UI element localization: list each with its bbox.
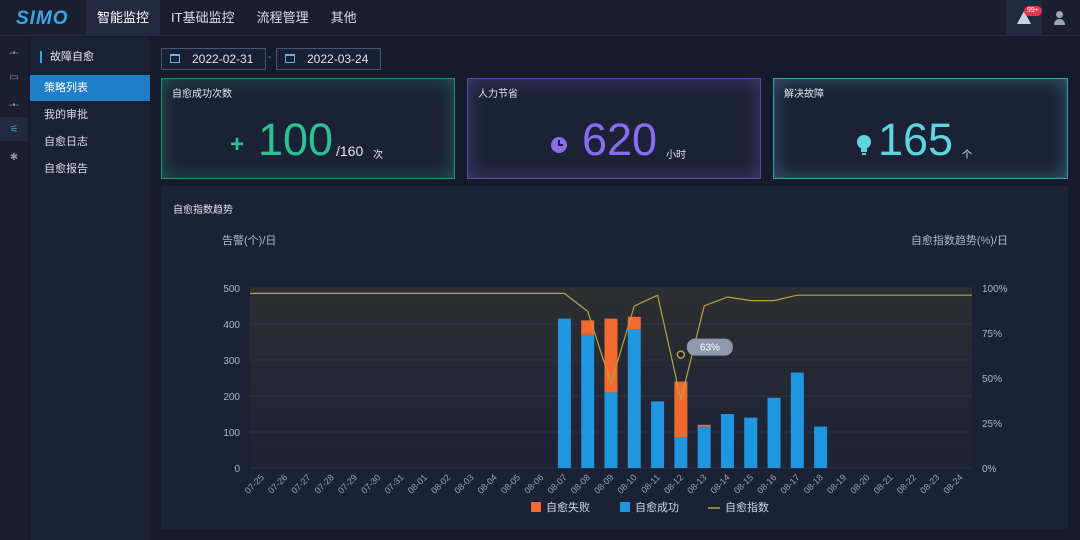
- side-item-my-approval[interactable]: 我的审批: [44, 109, 88, 121]
- plus-icon: +: [230, 131, 245, 158]
- nav-line-icon[interactable]: -•-: [8, 99, 20, 111]
- calendar-icon: [170, 54, 180, 63]
- card-title: 人力节省: [478, 89, 518, 100]
- side-menu: 故障自愈 策略列表 我的审批 自愈日志 自愈报告: [30, 37, 150, 540]
- end-date-picker[interactable]: 2022-03-24: [276, 48, 381, 70]
- stat-card-manpower: 人力节省 620 小时: [467, 78, 761, 179]
- app-logo[interactable]: SIMO: [16, 8, 69, 29]
- card-value: 100: [258, 114, 334, 165]
- card-unit: 次: [373, 150, 383, 161]
- icon-sidebar: -•- ▭ -•- ⚟ ✱: [0, 37, 28, 540]
- main-nav: 智能监控 IT基础监控 流程管理 其他: [86, 0, 368, 36]
- nav-item-other[interactable]: 其他: [330, 10, 357, 25]
- card-value: 165: [878, 114, 954, 165]
- date-separator: -: [268, 52, 272, 63]
- nav-item-process[interactable]: 流程管理: [256, 10, 309, 25]
- end-date-value: 2022-03-24: [307, 52, 369, 66]
- start-date-value: 2022-02-31: [192, 52, 254, 66]
- user-icon: [1056, 11, 1063, 18]
- side-item-strategy-list[interactable]: 策略列表: [30, 75, 150, 101]
- card-unit: 个: [962, 150, 972, 161]
- start-date-picker[interactable]: 2022-02-31: [161, 48, 266, 70]
- stat-card-resolved: 解决故障 165 个: [773, 78, 1068, 179]
- card-title: 自愈成功次数: [172, 89, 232, 100]
- card-unit: 小时: [666, 150, 686, 161]
- nav-line-icon[interactable]: -•-: [8, 47, 20, 59]
- flow-icon[interactable]: ⚟: [0, 117, 28, 141]
- card-title: 解决故障: [784, 89, 824, 100]
- calendar-icon: [285, 54, 295, 63]
- nav-item-smart-monitor[interactable]: 智能监控: [86, 0, 161, 36]
- side-item-heal-report[interactable]: 自愈报告: [44, 163, 88, 175]
- card-value: 620: [582, 114, 658, 165]
- card-suffix: /160: [336, 143, 364, 159]
- top-bar: SIMO 智能监控 IT基础监控 流程管理 其他 99+: [0, 0, 1080, 36]
- nav-item-it-monitor[interactable]: IT基础监控: [171, 10, 235, 25]
- user-button[interactable]: [1052, 10, 1068, 26]
- trend-chart-panel: 自愈指数趋势: [161, 186, 1068, 529]
- clock-icon: [551, 137, 567, 153]
- bulb-icon: [857, 135, 871, 155]
- chart-panel-title: 自愈指数趋势: [173, 205, 233, 216]
- tools-icon[interactable]: ✱: [9, 151, 19, 163]
- alert-button[interactable]: 99+: [1006, 0, 1042, 36]
- side-item-heal-log[interactable]: 自愈日志: [44, 136, 88, 148]
- monitor-icon[interactable]: ▭: [9, 71, 19, 83]
- stat-card-success: 自愈成功次数 + 100 /160 次: [161, 78, 455, 179]
- alert-badge: 99+: [1024, 6, 1042, 16]
- side-menu-title: 故障自愈: [40, 51, 94, 63]
